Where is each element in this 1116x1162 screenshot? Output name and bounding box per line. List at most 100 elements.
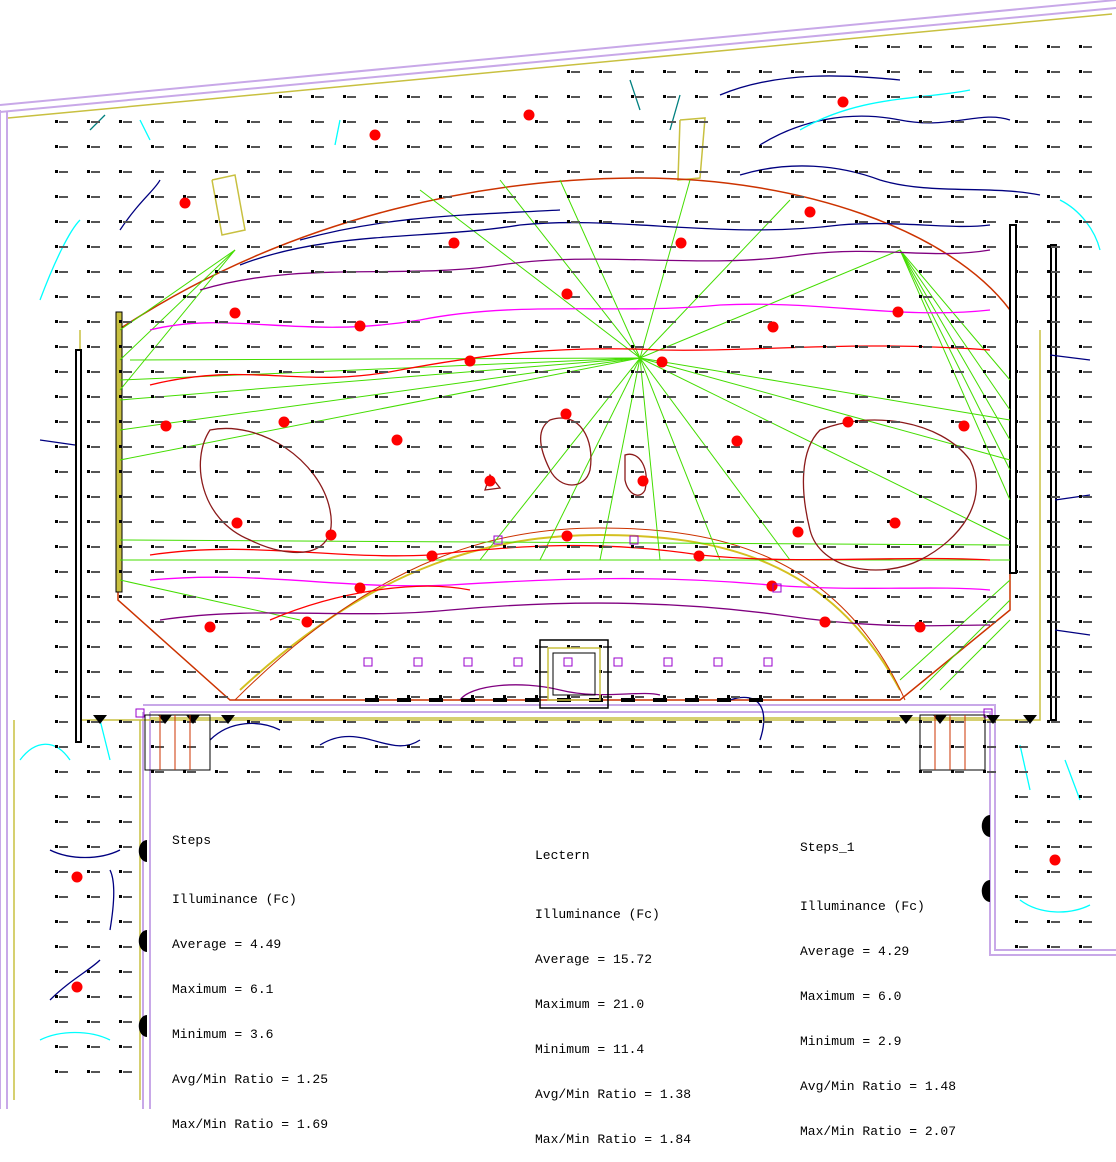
grid-point-mark: [55, 470, 58, 473]
grid-point-mark: [279, 320, 282, 323]
grid-point-value-mark: [731, 71, 740, 73]
grid-point-value-mark: [571, 296, 580, 298]
grid-point-mark: [311, 270, 314, 273]
grid-point-mark: [151, 545, 154, 548]
grid-point-mark: [983, 520, 986, 523]
grid-point-mark: [951, 145, 954, 148]
grid-point-value-mark: [123, 246, 132, 248]
grid-point-mark: [535, 295, 538, 298]
grid-point-value-mark: [1051, 246, 1060, 248]
grid-point-value-mark: [891, 396, 900, 398]
grid-point-value-mark: [571, 471, 580, 473]
grid-point-mark: [247, 445, 250, 448]
grid-point-value-mark: [1051, 371, 1060, 373]
grid-point-value-mark: [891, 546, 900, 548]
grid-point-mark: [599, 170, 602, 173]
grid-point-mark: [311, 145, 314, 148]
grid-point-mark: [983, 170, 986, 173]
grid-point-mark: [567, 145, 570, 148]
grid-point-value-mark: [603, 171, 612, 173]
grid-point-mark: [439, 695, 442, 698]
grid-point-mark: [663, 720, 666, 723]
grid-point-mark: [311, 220, 314, 223]
grid-point-value-mark: [1083, 746, 1092, 748]
grid-point-mark: [119, 845, 122, 848]
grid-point-mark: [87, 395, 90, 398]
grid-point-mark: [855, 770, 858, 773]
grid-point-value-mark: [795, 696, 804, 698]
grid-point-mark: [951, 720, 954, 723]
grid-point-value-mark: [1051, 746, 1060, 748]
grid-point-value-mark: [923, 96, 932, 98]
grid-point-value-mark: [699, 621, 708, 623]
grid-point-value-mark: [507, 396, 516, 398]
grid-point-value-mark: [571, 221, 580, 223]
grid-point-mark: [951, 220, 954, 223]
sensor-marker: [493, 535, 503, 545]
grid-point-mark: [1079, 445, 1082, 448]
grid-point-value-mark: [443, 296, 452, 298]
grid-point-value-mark: [123, 721, 132, 723]
grid-point-value-mark: [475, 296, 484, 298]
grid-point-value-mark: [507, 696, 516, 698]
grid-point-value-mark: [507, 621, 516, 623]
grid-point-mark: [887, 245, 890, 248]
grid-point-mark: [439, 720, 442, 723]
grid-point-mark: [247, 145, 250, 148]
grid-point-value-mark: [347, 621, 356, 623]
grid-point-mark: [247, 245, 250, 248]
footlight-marker: [899, 715, 913, 724]
grid-point-mark: [439, 395, 442, 398]
grid-point-value-mark: [347, 146, 356, 148]
grid-point-value-mark: [1083, 946, 1092, 948]
grid-point-mark: [375, 620, 378, 623]
grid-point-mark: [1015, 545, 1018, 548]
grid-point-mark: [279, 495, 282, 498]
grid-point-value-mark: [59, 446, 68, 448]
grid-point-value-mark: [315, 321, 324, 323]
grid-point-mark: [727, 545, 730, 548]
grid-point-value-mark: [219, 771, 228, 773]
grid-point-mark: [1015, 420, 1018, 423]
grid-point-mark: [247, 170, 250, 173]
grid-point-mark: [567, 670, 570, 673]
grid-point-mark: [87, 570, 90, 573]
grid-point-value-mark: [1083, 871, 1092, 873]
grid-point-mark: [471, 145, 474, 148]
grid-point-mark: [119, 345, 122, 348]
grid-point-mark: [119, 595, 122, 598]
grid-point-value-mark: [603, 446, 612, 448]
grid-point-value-mark: [123, 621, 132, 623]
grid-point-mark: [87, 720, 90, 723]
grid-point-mark: [119, 295, 122, 298]
grid-point-value-mark: [59, 771, 68, 773]
grid-point-value-mark: [923, 71, 932, 73]
grid-point-value-mark: [539, 746, 548, 748]
grid-point-value-mark: [59, 521, 68, 523]
grid-point-value-mark: [283, 621, 292, 623]
grid-point-mark: [695, 320, 698, 323]
luminaire-marker: [892, 306, 904, 318]
grid-point-mark: [983, 145, 986, 148]
grid-point-value-mark: [219, 546, 228, 548]
grid-point-mark: [951, 45, 954, 48]
grid-point-value-mark: [347, 471, 356, 473]
grid-point-value-mark: [795, 421, 804, 423]
grid-point-value-mark: [187, 596, 196, 598]
grid-point-mark: [119, 970, 122, 973]
grid-point-value-mark: [603, 296, 612, 298]
grid-point-mark: [791, 445, 794, 448]
grid-point-value-mark: [699, 646, 708, 648]
grid-point-value-mark: [155, 446, 164, 448]
grid-point-value-mark: [571, 546, 580, 548]
grid-point-mark: [215, 670, 218, 673]
grid-point-value-mark: [827, 521, 836, 523]
grid-point-value-mark: [251, 421, 260, 423]
grid-point-mark: [439, 95, 442, 98]
grid-point-mark: [887, 420, 890, 423]
grid-point-mark: [119, 1020, 122, 1023]
grid-point-mark: [1079, 895, 1082, 898]
grid-point-value-mark: [603, 621, 612, 623]
grid-point-mark: [1015, 470, 1018, 473]
grid-point-mark: [407, 470, 410, 473]
